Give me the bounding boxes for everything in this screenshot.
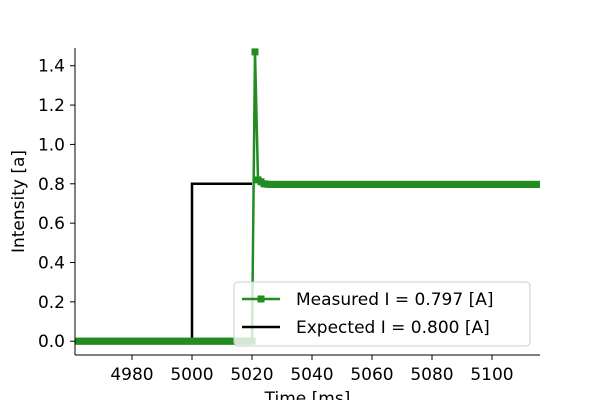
x-tick-label: 4980 bbox=[110, 365, 153, 385]
legend-box bbox=[233, 281, 531, 347]
y-axis-label: Intensity [a] bbox=[9, 150, 29, 253]
measured-point bbox=[536, 180, 540, 188]
y-tick-label: 0.2 bbox=[38, 293, 65, 313]
x-tick-label: 5020 bbox=[230, 365, 273, 385]
legend-measured-marker bbox=[257, 295, 265, 303]
legend-measured-label: Measured I = 0.797 [A] bbox=[296, 290, 493, 310]
axes: 0.0 0.2 0.4 0.6 0.8 1.0 1.2 1.4 4980 5000 5020 5040… bbox=[9, 48, 540, 400]
y-tick-label: 0.6 bbox=[38, 214, 65, 234]
x-tick-label: 5080 bbox=[410, 365, 453, 385]
x-axis-label: Time [ms] bbox=[264, 389, 351, 400]
y-tick-label: 1.4 bbox=[38, 57, 65, 77]
measured-point bbox=[251, 48, 259, 56]
x-tick-label: 5060 bbox=[350, 365, 393, 385]
expected-series-line bbox=[75, 182, 252, 343]
legend: Measured I = 0.797 [A] Expected I = 0.80… bbox=[233, 281, 531, 347]
y-tick-label: 0.0 bbox=[38, 332, 65, 352]
y-tick-label: 1.2 bbox=[38, 96, 65, 116]
y-tick-label: 0.4 bbox=[38, 254, 65, 274]
y-tick-label: 1.0 bbox=[38, 135, 65, 155]
x-tick-label: 5000 bbox=[170, 365, 213, 385]
legend-expected-label: Expected I = 0.800 [A] bbox=[296, 318, 490, 338]
x-tick-label: 5100 bbox=[470, 365, 513, 385]
y-tick-label: 0.8 bbox=[38, 175, 65, 195]
plot-area bbox=[75, 48, 540, 345]
x-tick-label: 5040 bbox=[290, 365, 333, 385]
